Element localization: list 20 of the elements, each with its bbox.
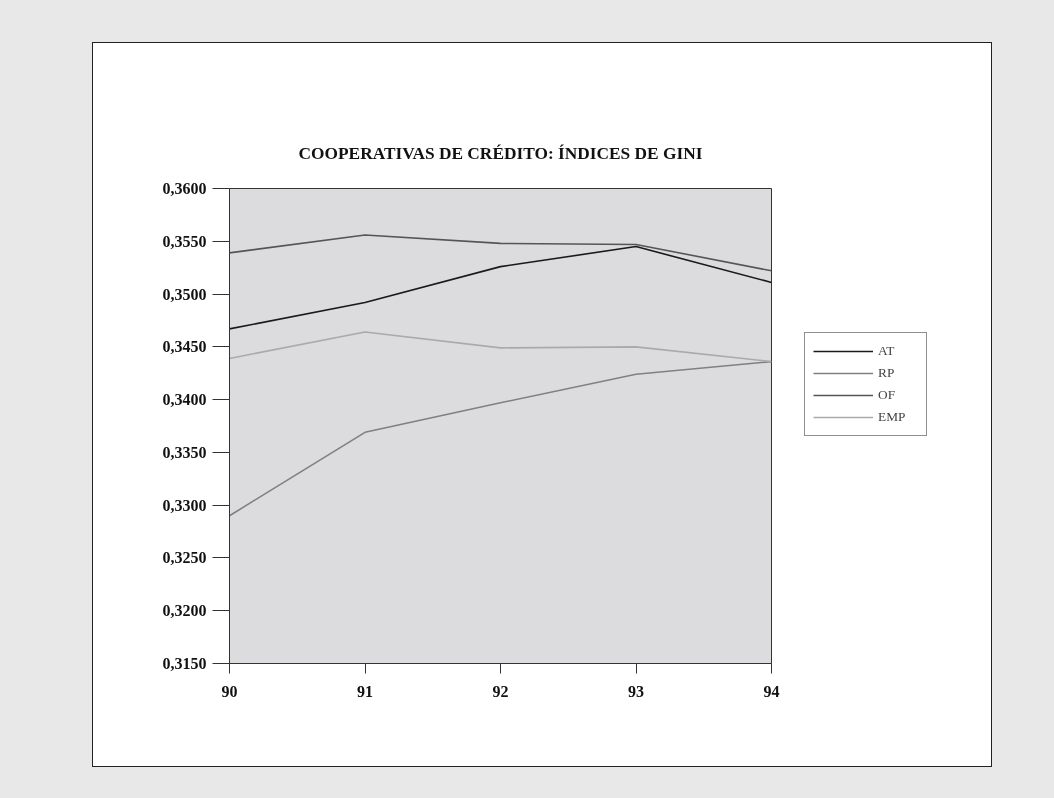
- legend-label: AT: [878, 343, 896, 359]
- y-tick-label: 0,3250: [162, 549, 207, 567]
- y-tick-label: 0,3500: [162, 285, 207, 303]
- y-tick-label: 0,3450: [162, 338, 207, 356]
- y-tick-label: 0,3600: [162, 180, 207, 197]
- x-tick-label: 92: [492, 682, 509, 700]
- y-tick-label: 0,3300: [162, 496, 207, 514]
- y-tick-label: 0,3550: [162, 232, 207, 250]
- y-tick-label: 0,3400: [162, 391, 207, 409]
- y-tick-label: 0,3350: [162, 443, 207, 461]
- x-tick-label: 90: [221, 682, 238, 700]
- y-tick-label: 0,3150: [162, 655, 207, 672]
- y-tick-label: 0,3200: [162, 602, 207, 620]
- legend-label: EMP: [878, 409, 907, 425]
- legend-label: RP: [878, 365, 896, 381]
- x-tick-label: 93: [628, 682, 644, 700]
- legend-label: OF: [878, 387, 897, 403]
- x-tick-label: 94: [763, 682, 780, 700]
- x-tick-label: 91: [357, 682, 373, 700]
- chart-title: COOPERATIVAS DE CRÉDITO: ÍNDICES DE GINI: [298, 143, 703, 163]
